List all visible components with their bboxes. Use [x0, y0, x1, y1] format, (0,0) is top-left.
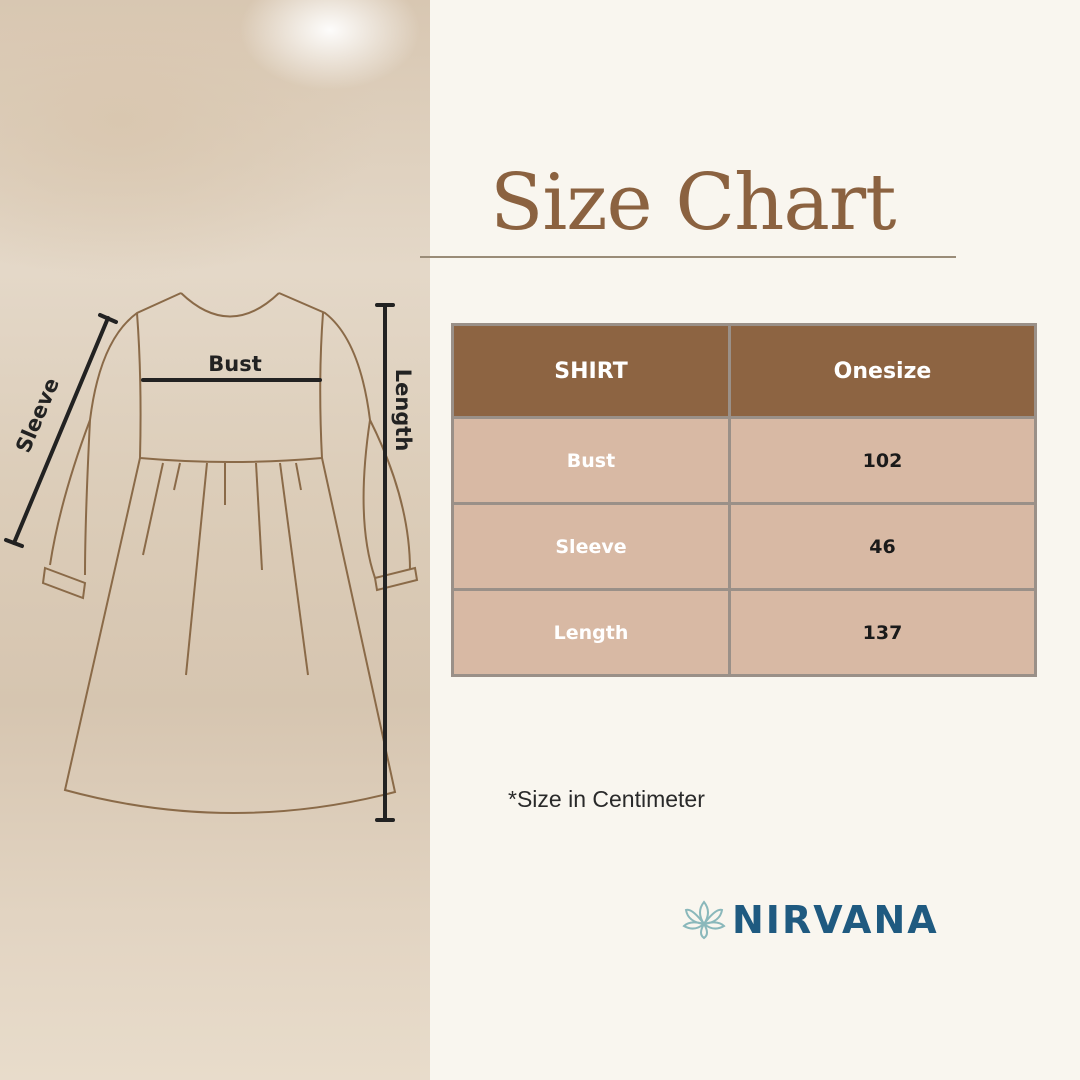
table-header-row: SHIRT Onesize — [451, 323, 1037, 419]
table-row: Length 137 — [451, 588, 1037, 677]
brand-logo: NIRVANA — [682, 898, 939, 942]
row-label: Sleeve — [451, 502, 731, 591]
row-value: 46 — [728, 502, 1037, 591]
fabric-background-photo — [0, 0, 430, 1080]
length-label: Length — [391, 369, 415, 452]
sleeve-measure-line — [12, 316, 110, 545]
dress-outline — [41, 292, 419, 814]
row-value: 137 — [728, 588, 1037, 677]
title-divider — [420, 256, 956, 258]
bust-label: Bust — [208, 352, 262, 376]
lotus-icon — [682, 900, 726, 940]
brand-name: NIRVANA — [732, 898, 939, 942]
table-row: Sleeve 46 — [451, 502, 1037, 591]
measure-lines — [4, 303, 395, 822]
row-label: Length — [451, 588, 731, 677]
table-row: Bust 102 — [451, 416, 1037, 505]
header-shirt: SHIRT — [451, 323, 731, 419]
row-value: 102 — [728, 416, 1037, 505]
dress-diagram: Bust Sleeve Length — [4, 292, 419, 822]
header-onesize: Onesize — [728, 323, 1037, 419]
size-table: SHIRT Onesize Bust 102 Sleeve 46 Length … — [451, 323, 1037, 677]
page-title: Size Chart — [490, 158, 896, 248]
row-label: Bust — [451, 416, 731, 505]
size-unit-note: *Size in Centimeter — [508, 786, 705, 812]
